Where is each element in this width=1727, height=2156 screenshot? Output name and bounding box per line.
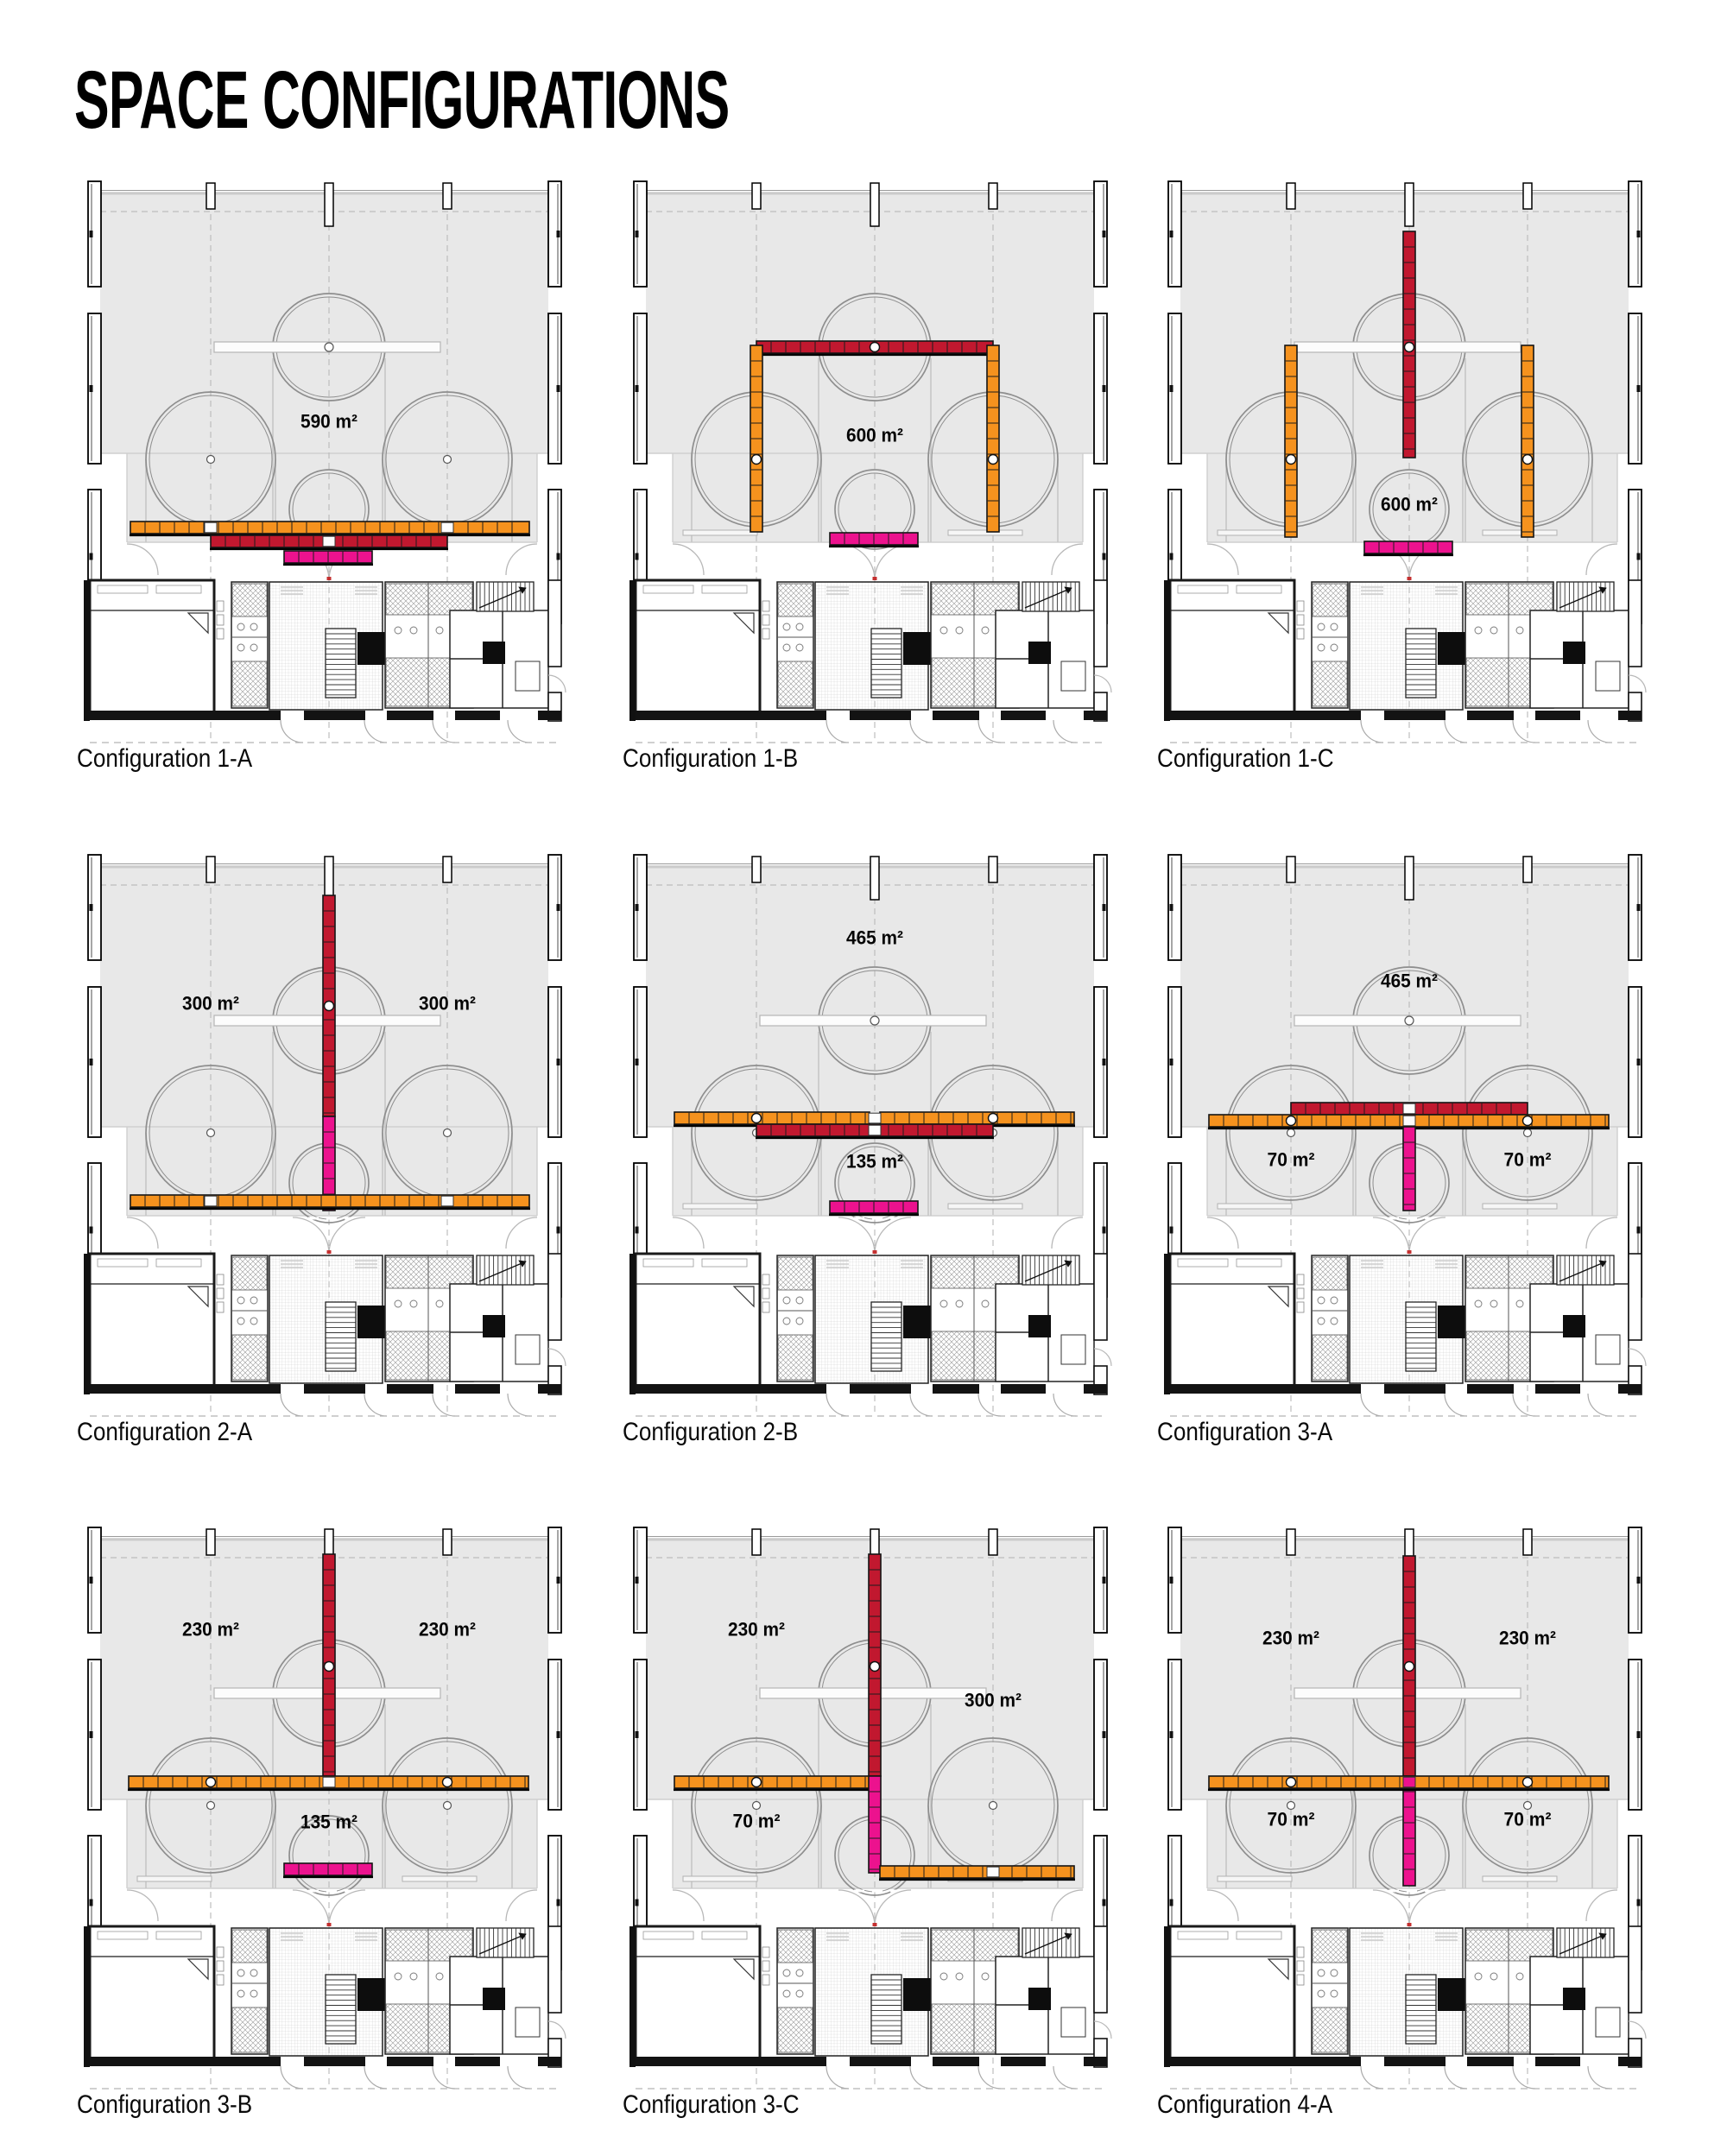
page-title: SPACE CONFIGURATIONS xyxy=(74,54,730,146)
area-label: 135 m² xyxy=(846,1151,903,1173)
floor-plan-3-B: 230 m² 230 m² 135 m² xyxy=(84,1527,566,2090)
area-label: 70 m² xyxy=(1268,1809,1315,1830)
config-cell-3-C: 230 m² 300 m² 70 m² Configuration 3-C xyxy=(623,1527,1117,2132)
area-label: 590 m² xyxy=(300,411,357,433)
partition-bars xyxy=(128,1553,529,1879)
config-caption: Configuration 2-B xyxy=(623,1418,799,1446)
config-cell-4-A: 230 m² 230 m² 70 m² 70 m² Configuration 4-A xyxy=(1157,1527,1652,2132)
area-label: 70 m² xyxy=(1268,1149,1315,1171)
area-label: 70 m² xyxy=(1504,1809,1552,1830)
area-label: 70 m² xyxy=(733,1811,781,1832)
area-label: 230 m² xyxy=(728,1619,785,1641)
config-caption: Configuration 2-A xyxy=(77,1418,253,1446)
config-cell-1-C: 600 m² Configuration 1-C xyxy=(1157,180,1652,786)
partition-bars xyxy=(674,1111,1075,1217)
partition-bars xyxy=(674,1553,1075,1881)
config-cell-3-B: 230 m² 230 m² 135 m² Configuration 3-B xyxy=(77,1527,572,2132)
lower-level-rooms xyxy=(629,1252,1112,1417)
base-floor-plan xyxy=(629,180,1112,743)
config-cell-1-B: 600 m² Configuration 1-B xyxy=(623,180,1117,786)
area-label: 600 m² xyxy=(846,425,903,446)
partition-bars xyxy=(1208,1555,1610,1887)
config-caption: Configuration 1-B xyxy=(623,744,799,773)
config-cell-2-A: 300 m² 300 m² Configuration 2-A xyxy=(77,854,572,1459)
lower-level-rooms xyxy=(84,1252,566,1417)
base-floor-plan xyxy=(84,180,566,743)
base-floor-plan xyxy=(1164,1527,1647,2090)
lower-level-rooms xyxy=(629,579,1112,743)
partition-bars xyxy=(130,895,530,1211)
floor-plan-2-B: 465 m² 135 m² xyxy=(629,854,1112,1417)
area-label: 230 m² xyxy=(1262,1628,1319,1649)
config-caption: Configuration 3-A xyxy=(1157,1418,1333,1446)
area-label: 300 m² xyxy=(182,993,239,1015)
area-label: 300 m² xyxy=(419,993,476,1015)
lower-level-rooms xyxy=(1164,1252,1647,1417)
floor-plan-3-A: 465 m² 70 m² 70 m² xyxy=(1164,854,1647,1417)
floor-plan-1-A: 590 m² xyxy=(84,180,566,743)
area-label: 465 m² xyxy=(846,927,903,949)
partition-bars xyxy=(750,340,1000,548)
floor-plan-3-C: 230 m² 300 m² 70 m² xyxy=(629,1527,1112,2090)
partition-bars xyxy=(130,521,530,566)
base-floor-plan xyxy=(629,854,1112,1417)
config-caption: Configuration 3-B xyxy=(77,2090,253,2119)
area-label: 135 m² xyxy=(300,1811,357,1833)
lower-level-rooms xyxy=(1164,1925,1647,2090)
base-floor-plan xyxy=(1164,854,1647,1417)
floor-plan-2-A: 300 m² 300 m² xyxy=(84,854,566,1417)
partition-bars xyxy=(1208,1102,1610,1211)
config-cell-2-B: 465 m² 135 m² Configuration 2-B xyxy=(623,854,1117,1459)
area-label: 465 m² xyxy=(1381,971,1438,992)
config-caption: Configuration 1-C xyxy=(1157,744,1334,773)
config-caption: Configuration 4-A xyxy=(1157,2090,1333,2119)
area-label: 230 m² xyxy=(419,1619,476,1641)
config-cell-3-A: 465 m² 70 m² 70 m² Configuration 3-A xyxy=(1157,854,1652,1459)
config-caption: Configuration 3-C xyxy=(623,2090,800,2119)
config-cell-1-A: 590 m² Configuration 1-A xyxy=(77,180,572,786)
lower-level-rooms xyxy=(1164,579,1647,743)
floor-plan-4-A: 230 m² 230 m² 70 m² 70 m² xyxy=(1164,1527,1647,2090)
config-caption: Configuration 1-A xyxy=(77,744,253,773)
area-label: 230 m² xyxy=(1499,1628,1556,1649)
lower-level-rooms xyxy=(84,1925,566,2090)
partition-bars xyxy=(1284,231,1534,557)
floor-plan-1-C: 600 m² xyxy=(1164,180,1647,743)
lower-level-rooms xyxy=(629,1925,1112,2090)
area-label: 600 m² xyxy=(1381,494,1438,515)
floor-plan-1-B: 600 m² xyxy=(629,180,1112,743)
area-label: 300 m² xyxy=(965,1690,1022,1711)
lower-level-rooms xyxy=(84,579,566,743)
area-label: 230 m² xyxy=(182,1619,239,1641)
area-label: 70 m² xyxy=(1504,1149,1552,1171)
